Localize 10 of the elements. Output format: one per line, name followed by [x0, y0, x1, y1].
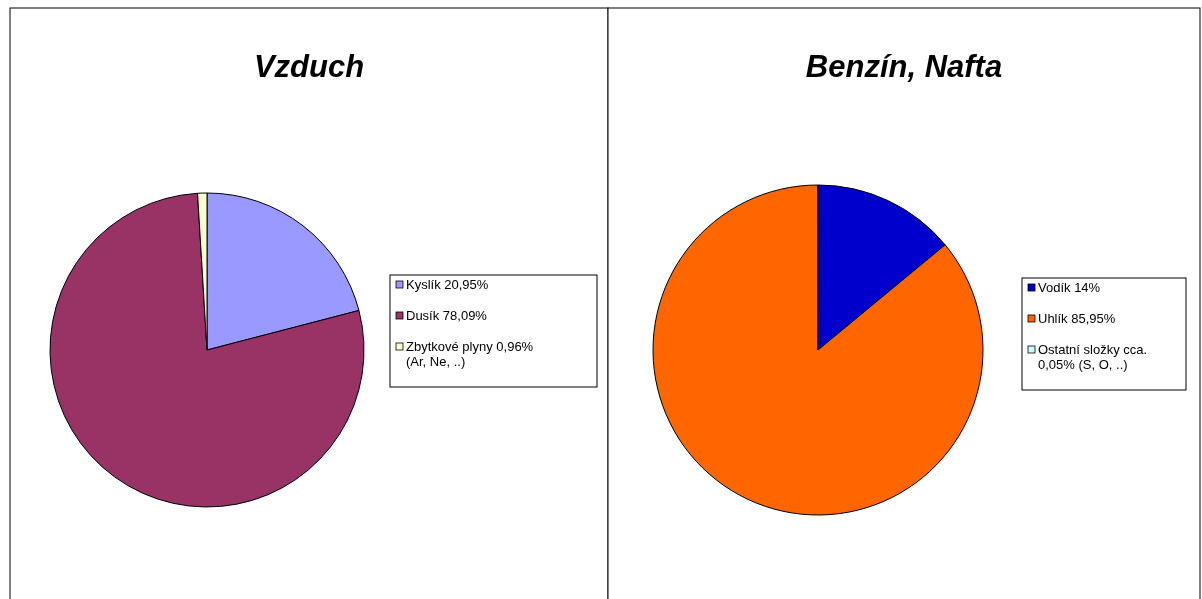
pie-slice — [652, 184, 984, 516]
legend-label: Vodík 14% — [1038, 280, 1101, 295]
chart-title: Benzín, Nafta — [805, 49, 1003, 84]
chart-title: Vzduch — [253, 49, 365, 84]
legend-label: Dusík 78,09% — [406, 308, 488, 323]
legend-label: Zbytkové plyny 0,96% (Ar, Ne, ..) — [406, 339, 534, 369]
legend-label: Kyslík 20,95% — [406, 277, 489, 292]
pie-slice — [49, 192, 365, 508]
legend-label: Uhlík 85,95% — [1038, 311, 1116, 326]
legend-label: Ostatní složky cca. 0,05% (S, O, ..) — [1038, 342, 1148, 372]
